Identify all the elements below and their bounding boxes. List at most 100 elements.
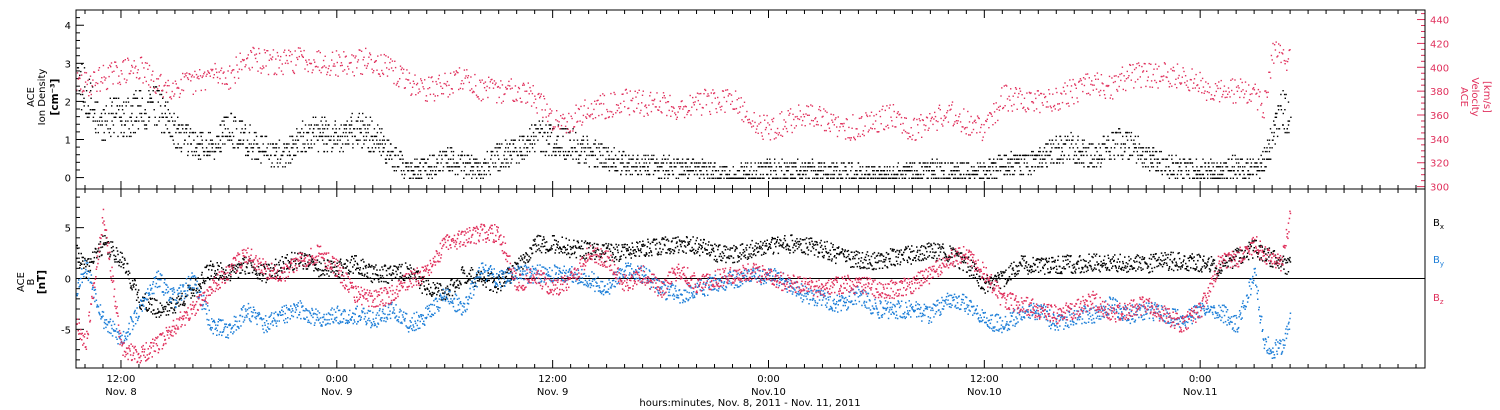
density-point: [187, 150, 189, 153]
density-point: [526, 154, 528, 157]
density-point: [194, 154, 197, 157]
density-point: [1156, 158, 1158, 160]
bx-point: [131, 279, 134, 282]
velocity-point: [1031, 101, 1034, 103]
density-point: [420, 177, 423, 179]
density-point: [520, 154, 523, 157]
velocity-point: [134, 67, 136, 69]
velocity-point: [1086, 93, 1088, 95]
velocity-point: [411, 86, 414, 88]
bx-point: [85, 265, 87, 268]
density-point: [267, 143, 269, 145]
density-point: [376, 143, 378, 145]
density-point: [1137, 135, 1139, 138]
density-point: [1100, 162, 1102, 164]
density-point: [675, 177, 677, 179]
density-point: [356, 128, 358, 130]
density-point: [392, 166, 394, 168]
velocity-point: [345, 55, 347, 57]
velocity-point: [1156, 68, 1158, 70]
velocity-point: [641, 94, 644, 96]
density-point: [1185, 166, 1187, 168]
density-point: [159, 105, 162, 107]
density-point: [750, 162, 752, 164]
density-point: [830, 166, 832, 168]
density-point: [154, 86, 157, 88]
velocity-point: [868, 129, 870, 131]
velocity-point: [832, 114, 835, 116]
velocity-point: [975, 121, 977, 124]
density-point: [1218, 177, 1220, 179]
velocity-point: [1064, 82, 1066, 84]
density-point: [418, 177, 421, 179]
density-point: [667, 158, 669, 160]
density-point: [119, 105, 121, 107]
density-point: [118, 109, 120, 111]
density-point: [632, 158, 634, 160]
density-point: [101, 139, 103, 141]
velocity-point: [407, 79, 410, 81]
bx-point: [287, 267, 289, 269]
density-point: [996, 158, 999, 160]
density-point: [1062, 158, 1064, 160]
density-point: [224, 135, 227, 138]
density-point: [667, 177, 669, 179]
density-point: [375, 135, 378, 138]
density-point: [1108, 150, 1110, 153]
velocity-point: [966, 126, 968, 129]
density-point: [979, 166, 982, 168]
velocity-point: [648, 104, 650, 106]
bx-point: [132, 284, 134, 286]
velocity-point: [544, 109, 546, 111]
density-point: [763, 177, 765, 179]
velocity-point: [811, 105, 814, 107]
velocity-point: [214, 62, 216, 65]
density-point: [388, 150, 390, 153]
density-point: [1157, 158, 1159, 160]
velocity-point: [441, 87, 444, 89]
density-point: [1198, 170, 1201, 172]
density-point: [449, 166, 451, 168]
velocity-point: [1126, 70, 1128, 73]
density-point: [446, 166, 448, 168]
density-point: [952, 170, 954, 172]
density-point: [1076, 147, 1079, 149]
bx-point: [79, 264, 81, 266]
density-point: [313, 128, 315, 130]
density-point: [693, 162, 696, 164]
density-point: [342, 131, 345, 134]
velocity-point: [503, 93, 505, 96]
density-point: [1078, 150, 1080, 153]
velocity-point: [807, 105, 810, 108]
density-point: [999, 158, 1001, 160]
density-point: [888, 177, 890, 179]
velocity-point: [314, 61, 316, 63]
velocity-point: [1065, 103, 1068, 105]
density-point: [223, 120, 225, 122]
velocity-point: [919, 120, 921, 122]
bx-point: [131, 288, 133, 291]
density-point: [148, 116, 151, 118]
density-point: [1131, 154, 1134, 157]
density-point: [1114, 143, 1117, 145]
density-point: [955, 170, 957, 172]
velocity-point: [144, 62, 147, 64]
density-point: [952, 162, 954, 164]
density-point: [845, 170, 847, 172]
velocity-point: [1189, 78, 1192, 81]
density-point: [986, 177, 988, 179]
density-tick-label: 4: [65, 21, 71, 32]
velocity-point: [810, 104, 812, 106]
velocity-point: [619, 102, 622, 105]
velocity-point: [78, 76, 80, 79]
density-point: [1218, 166, 1220, 168]
velocity-point: [1198, 87, 1200, 89]
bx-point: [125, 270, 128, 273]
density-point: [631, 166, 633, 168]
density-point: [266, 147, 268, 149]
velocity-point: [1149, 86, 1151, 88]
bx-point: [233, 266, 235, 269]
velocity-point: [998, 109, 1001, 111]
velocity-point: [632, 97, 634, 100]
density-point: [123, 112, 125, 115]
